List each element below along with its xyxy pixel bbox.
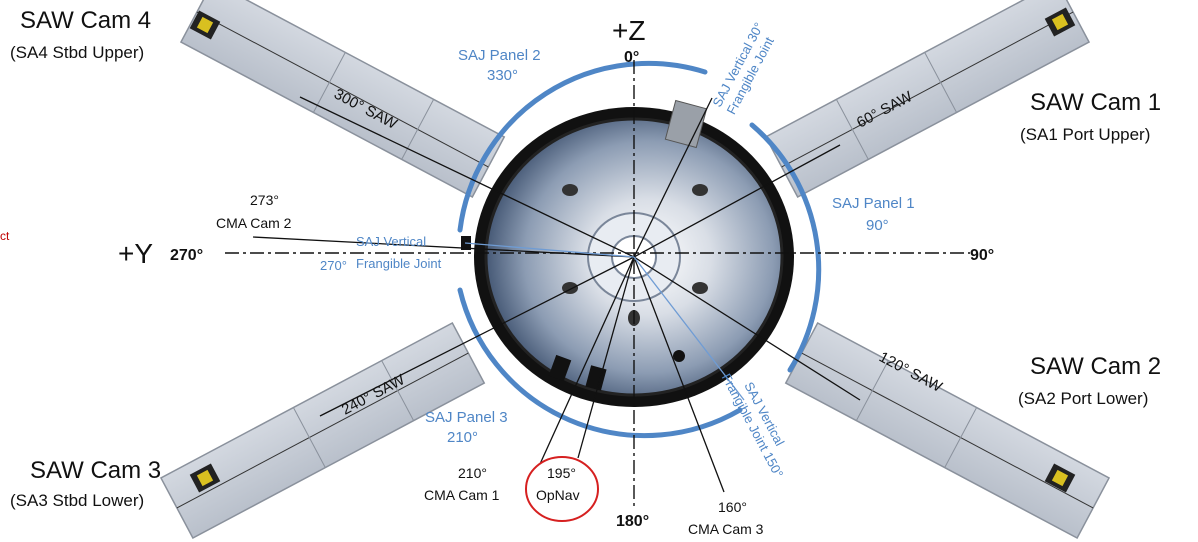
joint-270-title: SAJ Vertical bbox=[356, 234, 426, 249]
joint-270-name: Frangible Joint bbox=[356, 256, 442, 271]
deg-270-label: 270° bbox=[170, 247, 203, 264]
saw-cam-2-icon bbox=[1044, 463, 1076, 493]
opnav-highlight-circle bbox=[525, 456, 599, 522]
saw-cam-3-sub: (SA3 Stbd Lower) bbox=[10, 491, 144, 510]
joint-lines bbox=[464, 242, 745, 401]
opnav-name: OpNav bbox=[536, 487, 580, 503]
wing-300 bbox=[179, 0, 506, 198]
saj-panel-2-deg: 330° bbox=[487, 67, 518, 84]
axes bbox=[225, 60, 970, 510]
saw-cam-1-icon bbox=[1044, 7, 1076, 37]
saj-panel-1-name: SAJ Panel 1 bbox=[832, 195, 915, 212]
deg-180-label: 180° bbox=[616, 513, 649, 530]
zero-deg-label: 0° bbox=[624, 49, 639, 66]
saw-cam-1-title: SAW Cam 1 bbox=[1030, 89, 1161, 116]
joint-30-label: SAJ Vertical 30° Frangible Joint bbox=[709, 20, 777, 117]
cma-cam-3-deg: 160° bbox=[718, 499, 747, 515]
joint-270-deg: 270° bbox=[320, 258, 347, 273]
radial-lines bbox=[252, 96, 861, 493]
saw-cam-4-sub: (SA4 Stbd Upper) bbox=[10, 43, 144, 62]
saw-cam-1-sub: (SA1 Port Upper) bbox=[1020, 125, 1150, 144]
saj-panel-1-deg: 90° bbox=[866, 217, 889, 234]
saj-panel-2-name: SAJ Panel 2 bbox=[458, 47, 541, 64]
wing-240 bbox=[159, 322, 486, 540]
cma-cam-3-name: CMA Cam 3 bbox=[688, 521, 764, 537]
saj-panel-3-arc bbox=[457, 287, 743, 439]
saw-cam-2-sub: (SA2 Port Lower) bbox=[1018, 389, 1148, 408]
saj-panel-2-arc bbox=[457, 60, 708, 233]
plus-y-label: +Y bbox=[118, 238, 153, 269]
saw-cam-3-icon bbox=[189, 463, 221, 493]
cma-cam-2-deg: 273° bbox=[250, 192, 279, 208]
saj-panel-1-arc bbox=[749, 122, 822, 373]
saw-cam-4-icon bbox=[189, 10, 221, 40]
saj-panel-3-deg: 210° bbox=[447, 429, 478, 446]
saw-cam-4-title: SAW Cam 4 bbox=[20, 7, 151, 34]
saw-cam-2-title: SAW Cam 2 bbox=[1030, 353, 1161, 380]
cma-cam-1-name: CMA Cam 1 bbox=[424, 487, 500, 503]
cma-cam-2-name: CMA Cam 2 bbox=[216, 215, 292, 231]
edge-fragment-text: ct bbox=[0, 229, 10, 243]
saw-cam-3-title: SAW Cam 3 bbox=[30, 457, 161, 484]
plus-z-label: +Z bbox=[612, 15, 645, 46]
saj-panel-3-name: SAJ Panel 3 bbox=[425, 409, 508, 426]
opnav-deg: 195° bbox=[547, 465, 576, 481]
saj-arcs bbox=[457, 60, 822, 439]
wing-60 bbox=[764, 0, 1091, 198]
deg-90-label: 90° bbox=[970, 247, 994, 264]
cma-cam-1-deg: 210° bbox=[458, 465, 487, 481]
